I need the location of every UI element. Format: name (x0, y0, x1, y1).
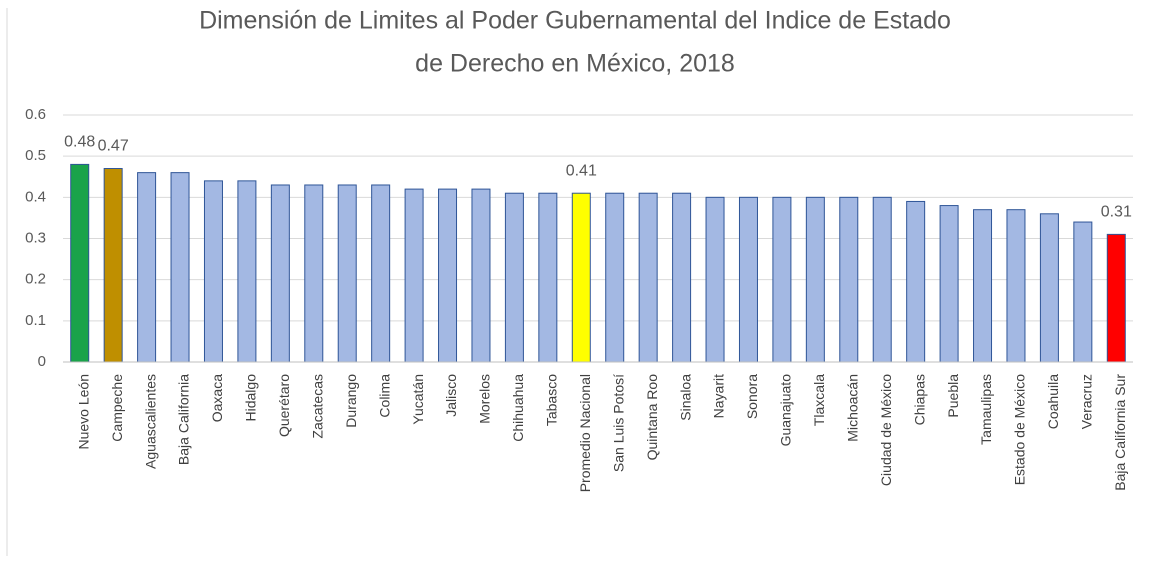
bar (738, 196, 758, 363)
x-tick-label: Yucatán (410, 374, 426, 425)
bar (939, 205, 959, 363)
bar (772, 196, 792, 363)
x-tick-label: Promedio Nacional (577, 374, 593, 492)
x-tick-label: Aguascalientes (142, 374, 158, 469)
bar (1073, 221, 1093, 363)
data-label: 0.47 (98, 138, 129, 155)
x-tick-label: Chiapas (911, 374, 927, 425)
bar (237, 180, 257, 363)
bar (906, 200, 926, 363)
x-tick-label: Estado de México (1012, 374, 1028, 485)
y-tick-label: 0.5 (25, 147, 46, 164)
x-tick-label: Veracruz (1079, 374, 1095, 429)
bar (973, 209, 993, 363)
bar (404, 188, 424, 363)
bar (504, 192, 524, 363)
x-tick-label: San Luis Potosí (610, 374, 626, 472)
bar (672, 192, 692, 363)
bar (203, 180, 223, 363)
x-tick-label: Zacatecas (309, 374, 325, 439)
bar (638, 192, 658, 363)
bar (137, 172, 157, 363)
x-tick-label: Ciudad de México (878, 374, 894, 486)
bar (270, 184, 290, 363)
x-tick-label: Baja California (176, 374, 192, 465)
x-tick-label: Querétaro (276, 374, 292, 437)
x-tick-label: Tamaulipas (978, 374, 994, 445)
bar (304, 184, 324, 363)
bar (337, 184, 357, 363)
x-tick-label: Guanajuato (778, 374, 794, 447)
x-tick-label: Sinaloa (677, 374, 693, 421)
x-tick-label: Tlaxcala (811, 374, 827, 426)
y-tick-label: 0.2 (25, 271, 46, 288)
x-tick-label: Oaxaca (209, 374, 225, 422)
y-tick-label: 0.6 (25, 106, 46, 123)
x-tick-label: Chihuahua (510, 374, 526, 442)
x-tick-label: Hidalgo (243, 374, 259, 422)
x-tick-label: Morelos (477, 374, 493, 424)
bar (839, 196, 859, 363)
data-label: 0.41 (566, 162, 597, 179)
bar (1039, 213, 1059, 363)
chart-title: Dimensión de Limites al Poder Gubernamen… (199, 7, 951, 35)
x-tick-label: Durango (343, 374, 359, 428)
bar (1006, 209, 1026, 363)
y-tick-label: 0.4 (25, 188, 46, 205)
bar (872, 196, 892, 363)
chart-title: de Derecho en México, 2018 (415, 50, 735, 78)
bar (571, 192, 591, 363)
x-tick-label: Michoacán (844, 374, 860, 442)
bar (170, 172, 190, 363)
y-tick-label: 0.3 (25, 229, 46, 246)
bar (70, 163, 90, 363)
bar (805, 196, 825, 363)
x-tick-label: Nayarit (711, 374, 727, 418)
x-tick-label: Sonora (744, 374, 760, 419)
bar (438, 188, 458, 363)
data-label: 0.48 (64, 134, 95, 151)
bar (471, 188, 491, 363)
x-tick-label: Colima (376, 374, 392, 418)
y-tick-label: 0.1 (25, 312, 46, 329)
bar (371, 184, 391, 363)
x-tick-label: Jalisco (443, 374, 459, 417)
bar (538, 192, 558, 363)
x-tick-label: Coahuila (1045, 374, 1061, 429)
x-tick-label: Campeche (109, 374, 125, 442)
y-tick-label: 0 (38, 353, 46, 370)
x-tick-label: Baja California Sur (1112, 374, 1128, 491)
x-tick-label: Quintana Roo (644, 374, 660, 461)
bar (705, 196, 725, 363)
bar (605, 192, 625, 363)
data-label: 0.31 (1101, 204, 1132, 221)
x-tick-label: Puebla (945, 374, 961, 418)
x-tick-label: Nuevo León (75, 374, 91, 450)
x-tick-label: Tabasco (544, 374, 560, 426)
bar (103, 168, 123, 363)
bar (1106, 233, 1126, 363)
